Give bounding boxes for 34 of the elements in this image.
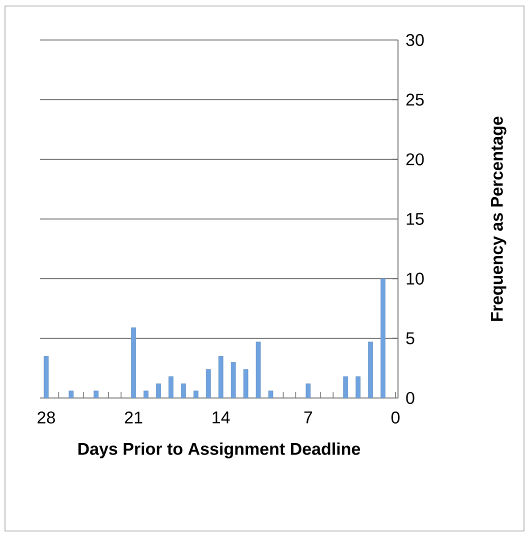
- y-tick-label: 20: [406, 153, 424, 166]
- bar: [94, 390, 99, 398]
- bar: [68, 390, 74, 398]
- bar: [206, 369, 211, 398]
- x-axis-title: Days Prior to Assignment Deadline: [78, 442, 360, 458]
- bar: [356, 376, 360, 398]
- bar: [230, 362, 236, 398]
- bar: [131, 327, 136, 398]
- bar: [368, 342, 373, 398]
- bar: [181, 384, 186, 398]
- y-tick-label: 0: [406, 392, 414, 404]
- bar: [194, 390, 198, 398]
- bar: [256, 342, 261, 398]
- bar: [306, 384, 311, 398]
- bar: [343, 376, 348, 398]
- bar: [268, 390, 274, 398]
- x-tick-label: 21: [124, 412, 142, 424]
- y-tick-label: 25: [406, 94, 424, 106]
- bar: [218, 356, 224, 398]
- x-tick-label: 14: [212, 412, 230, 424]
- y-tick-label: 15: [406, 213, 424, 225]
- y-tick-label: 10: [406, 272, 424, 285]
- bar: [168, 376, 174, 398]
- x-tick-label: 28: [38, 412, 55, 424]
- x-tick-label: 0: [391, 412, 400, 424]
- bar: [44, 356, 49, 398]
- y-tick-label: 5: [406, 332, 414, 344]
- y-tick-label: 30: [406, 34, 424, 46]
- bar: [380, 278, 386, 398]
- bar: [144, 390, 148, 398]
- x-tick-label: 7: [304, 412, 312, 424]
- bar: [156, 384, 161, 398]
- bar: [243, 369, 248, 398]
- y-axis-title: Frequency as Percentage: [491, 116, 506, 321]
